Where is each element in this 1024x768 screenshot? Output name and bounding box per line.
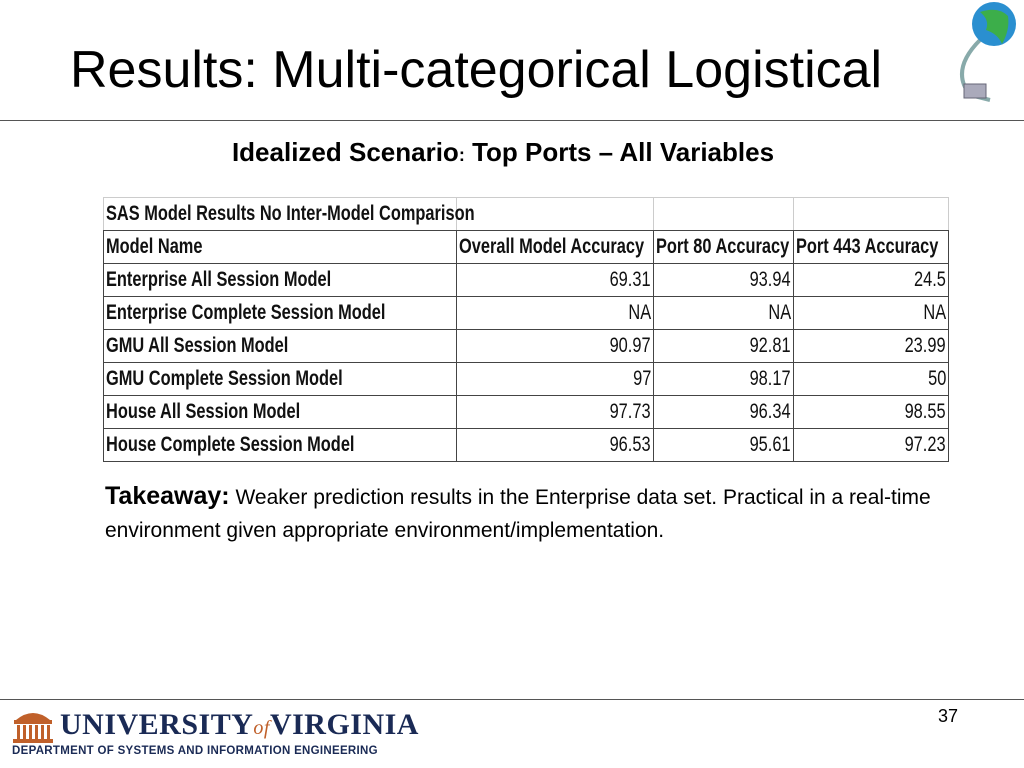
value-cell-text: 96.53 (610, 433, 651, 456)
model-name-cell-text: GMU Complete Session Model (106, 367, 343, 390)
value-cell: 96.53 (456, 428, 654, 462)
value-cell-text: 90.97 (610, 334, 651, 357)
value-cell-text: 23.99 (905, 334, 946, 357)
virginia-word: VIRGINIA (269, 708, 419, 741)
subtitle-lead: Idealized Scenario (231, 137, 459, 167)
university-word: UNIVERSITY (60, 708, 254, 741)
slide-title: Results: Multi-categorical Logistical (70, 41, 883, 99)
value-cell: 97.23 (793, 428, 949, 462)
subtitle-separator: : (458, 145, 465, 165)
value-cell: 23.99 (793, 329, 949, 363)
data-row: House Complete Session Model 96.53 95.61 97… (103, 428, 949, 462)
empty-cell (456, 197, 654, 231)
model-name-cell: House All Session Model (103, 395, 457, 429)
header-cell: Overall Model Accuracy (456, 230, 654, 264)
header-row: Model Name Overall Model Accuracy Port 80 … (103, 230, 949, 264)
rotunda-logo (13, 713, 53, 743)
department-name: DEPARTMENT OF SYSTEMS AND INFORMATION EN… (12, 745, 378, 757)
model-name-cell-text: GMU All Session Model (106, 334, 289, 357)
value-cell: NA (793, 296, 949, 330)
model-name-cell: GMU Complete Session Model (103, 362, 457, 396)
empty-cell (653, 197, 794, 231)
value-cell-text: 93.94 (750, 268, 791, 291)
takeaway: Takeaway: Weaker prediction results in t… (105, 480, 975, 547)
value-cell-text: 98.17 (750, 367, 791, 390)
header-cell-text: Model Name (106, 235, 203, 258)
value-cell: 97.73 (456, 395, 654, 429)
header-cell: Model Name (103, 230, 457, 264)
value-cell-text: 97.73 (610, 400, 651, 423)
data-row: House All Session Model 97.73 96.34 98.55 (103, 395, 949, 429)
value-cell: 95.61 (653, 428, 794, 462)
value-cell-text: NA (768, 301, 791, 324)
value-cell: 24.5 (793, 263, 949, 297)
value-cell: 98.55 (793, 395, 949, 429)
subtitle-rest: Top Ports – All Variables (472, 137, 775, 167)
results-table: SAS Model Results No Inter-Model Compari… (103, 197, 949, 462)
takeaway-text: Weaker prediction results in the Enterpr… (105, 486, 931, 542)
value-cell: 97 (456, 362, 654, 396)
value-cell: 90.97 (456, 329, 654, 363)
value-cell: 93.94 (653, 263, 794, 297)
value-cell-text: 50 (927, 367, 946, 390)
value-cell-text: 97.23 (905, 433, 946, 456)
value-cell: 98.17 (653, 362, 794, 396)
value-cell-text: 95.61 (750, 433, 791, 456)
value-cell: 50 (793, 362, 949, 396)
divider (0, 699, 1024, 700)
divider (0, 120, 1024, 121)
header-cell: Port 443 Accuracy (793, 230, 949, 264)
value-cell-text: 97 (632, 367, 651, 390)
value-cell-text: NA (628, 301, 651, 324)
model-name-cell: GMU All Session Model (103, 329, 457, 363)
data-row: GMU All Session Model 90.97 92.81 23.99 (103, 329, 949, 363)
value-cell-text: 98.55 (905, 400, 946, 423)
data-row: Enterprise Complete Session Model NA NA NA (103, 296, 949, 330)
model-name-cell: House Complete Session Model (103, 428, 457, 462)
model-name-cell-text: House Complete Session Model (106, 433, 355, 456)
header-cell-text: Overall Model Accuracy (459, 235, 645, 258)
page-number: 37 (938, 706, 959, 726)
value-cell-text: 24.5 (914, 268, 946, 291)
header-cell-text: Port 80 Accuracy (656, 235, 790, 258)
university-name: UNIVERSITYofVIRGINIA (60, 708, 419, 742)
model-name-cell-text: Enterprise Complete Session Model (106, 301, 386, 324)
empty-cell (793, 197, 949, 231)
model-name-cell: Enterprise Complete Session Model (103, 296, 457, 330)
value-cell: 92.81 (653, 329, 794, 363)
data-row: GMU Complete Session Model 97 98.17 50 (103, 362, 949, 396)
takeaway-label: Takeaway: (105, 482, 230, 510)
value-cell-text: 92.81 (750, 334, 791, 357)
model-name-cell: Enterprise All Session Model (103, 263, 457, 297)
value-cell: NA (456, 296, 654, 330)
caption-row: SAS Model Results No Inter-Model Compari… (103, 197, 949, 231)
caption-cell-text: SAS Model Results No Inter-Model Compari… (106, 202, 475, 225)
value-cell-text: NA (923, 301, 946, 324)
value-cell: 69.31 (456, 263, 654, 297)
model-name-cell-text: House All Session Model (106, 400, 301, 423)
subtitle: Idealized Scenario: Top Ports – All Vari… (0, 137, 1006, 168)
header-cell-text: Port 443 Accuracy (796, 235, 939, 258)
header-cell: Port 80 Accuracy (653, 230, 794, 264)
of-word: of (253, 717, 270, 739)
data-row: Enterprise All Session Model 69.31 93.94 24… (103, 263, 949, 297)
value-cell: 96.34 (653, 395, 794, 429)
caption-cell: SAS Model Results No Inter-Model Compari… (103, 197, 475, 231)
value-cell-text: 96.34 (750, 400, 791, 423)
value-cell-text: 69.31 (610, 268, 651, 291)
value-cell: NA (653, 296, 794, 330)
model-name-cell-text: Enterprise All Session Model (106, 268, 332, 291)
globe-icon (960, 2, 1016, 102)
